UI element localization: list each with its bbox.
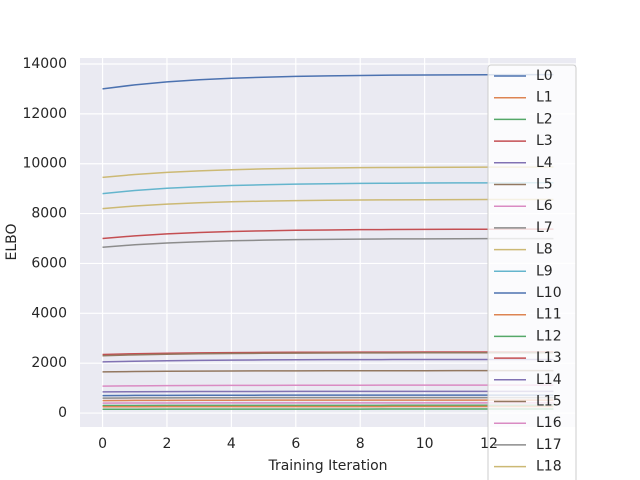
y-tick-label: 14000 xyxy=(22,56,67,72)
x-tick-label: 10 xyxy=(416,436,434,452)
y-tick-label: 4000 xyxy=(31,305,67,321)
legend-box xyxy=(487,64,577,480)
series-line xyxy=(102,182,554,195)
series-line xyxy=(102,358,554,363)
legend-label: L7 xyxy=(536,220,553,236)
x-tick-label: 0 xyxy=(98,436,107,452)
legend-label: L0 xyxy=(536,68,553,84)
series-line xyxy=(102,166,554,179)
legend-label: L12 xyxy=(536,328,562,344)
series-line xyxy=(102,198,554,210)
y-tick-label: 6000 xyxy=(31,255,67,271)
series-line xyxy=(102,73,554,90)
series-line xyxy=(102,351,554,357)
legend-label: L15 xyxy=(536,394,562,410)
legend-label: L5 xyxy=(536,177,553,193)
y-axis-label: ELBO xyxy=(4,223,20,260)
legend-label: L11 xyxy=(536,307,562,323)
x-tick-label: 6 xyxy=(291,436,300,452)
y-tick-label: 12000 xyxy=(22,106,67,122)
legend-label: L13 xyxy=(536,350,562,366)
y-tick-label: 0 xyxy=(58,405,67,421)
y-tick-label: 8000 xyxy=(31,206,67,222)
legend-label: L14 xyxy=(536,372,562,388)
legend-label: L9 xyxy=(536,263,553,279)
y-tick-label: 2000 xyxy=(31,355,67,371)
x-tick-label: 12 xyxy=(480,436,498,452)
legend-label: L16 xyxy=(536,415,562,431)
legend-label: L1 xyxy=(536,90,553,106)
series-line xyxy=(102,237,554,248)
legend-label: L4 xyxy=(536,155,553,171)
legend-label: L2 xyxy=(536,111,553,127)
y-tick-label: 10000 xyxy=(22,156,67,172)
legend-label: L10 xyxy=(536,285,562,301)
series-line xyxy=(102,384,554,387)
x-tick-label: 8 xyxy=(356,436,365,452)
legend-label: L3 xyxy=(536,133,553,149)
series-line xyxy=(102,369,554,373)
x-axis-label: Training Iteration xyxy=(267,458,387,474)
legend-label: L17 xyxy=(536,437,562,453)
series-line xyxy=(102,228,554,240)
legend-label: L8 xyxy=(536,242,553,258)
legend-label: L18 xyxy=(536,459,562,475)
legend-label: L6 xyxy=(536,198,553,214)
x-tick-label: 2 xyxy=(163,436,172,452)
x-tick-label: 4 xyxy=(227,436,236,452)
